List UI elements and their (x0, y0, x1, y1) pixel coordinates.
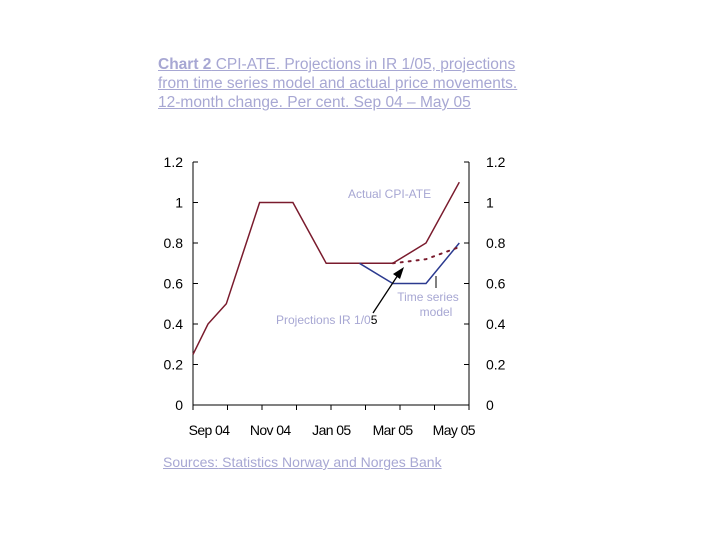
annotation-arrow-line (372, 274, 399, 314)
annotation-actual-cpi-ate: Actual CPI-ATE (348, 187, 431, 201)
y-tick-label-left: 0.4 (164, 316, 184, 332)
y-tick-label-left: 1 (175, 195, 183, 211)
x-tick-label: May 05 (433, 422, 476, 438)
annotation-projections-ir-main: Projections IR 1/0 (276, 313, 371, 327)
y-axis-right-tick-labels: 0 0.2 0.4 0.6 0.8 1 1.2 (486, 154, 506, 413)
annotation-projections-ir-end: 5 (371, 313, 378, 327)
annotation-time-series-line1: Time series (397, 290, 459, 304)
chart-title-text: CPI-ATE. Projections in IR 1/05, project… (158, 56, 518, 111)
x-tick-label: Nov 04 (250, 422, 292, 438)
y-tick-label-right: 0.8 (486, 235, 506, 251)
series-line-actual-cpi-ate (192, 181, 460, 355)
chart-series (192, 181, 461, 355)
y-tick-label-right: 0 (486, 397, 494, 413)
x-axis-tick-labels: Sep 04 Nov 04 Jan 05 Mar 05 May 05 (189, 422, 477, 438)
y-tick-label-right: 1 (486, 195, 494, 211)
y-tick-label-right: 1.2 (486, 154, 506, 170)
y-axis-left-tick-labels: 0 0.2 0.4 0.6 0.8 1 1.2 (164, 154, 184, 413)
source-note: Sources: Statistics Norway and Norges Ba… (163, 453, 463, 471)
chart-axes (192, 161, 470, 410)
y-tick-label-left: 1.2 (164, 154, 184, 170)
y-tick-label-right: 0.4 (486, 316, 506, 332)
y-tick-label-left: 0 (175, 397, 183, 413)
chart-title: Chart 2 CPI-ATE. Projections in IR 1/05,… (158, 55, 518, 112)
annotation-arrow-head (393, 267, 404, 279)
x-tick-label: Jan 05 (312, 422, 351, 438)
y-tick-label-left: 0.2 (164, 357, 184, 373)
series-line-projections-ir-1-05 (391, 246, 461, 265)
annotation-projections-ir: Projections IR 1/05 (276, 313, 378, 327)
x-tick-label: Sep 04 (189, 422, 231, 438)
y-tick-label-left: 0.6 (164, 276, 184, 292)
source-text: Statistics Norway and Norges Bank (218, 454, 442, 470)
series-line-time-series-model (359, 242, 460, 285)
chart-title-lead: Chart 2 (158, 56, 212, 73)
y-tick-label-right: 0.6 (486, 276, 506, 292)
y-tick-label-left: 0.8 (164, 235, 184, 251)
x-tick-label: Mar 05 (373, 422, 414, 438)
y-tick-label-right: 0.2 (486, 357, 506, 373)
annotation-time-series-line2: model (420, 305, 453, 319)
source-label: Sources: (163, 454, 219, 470)
